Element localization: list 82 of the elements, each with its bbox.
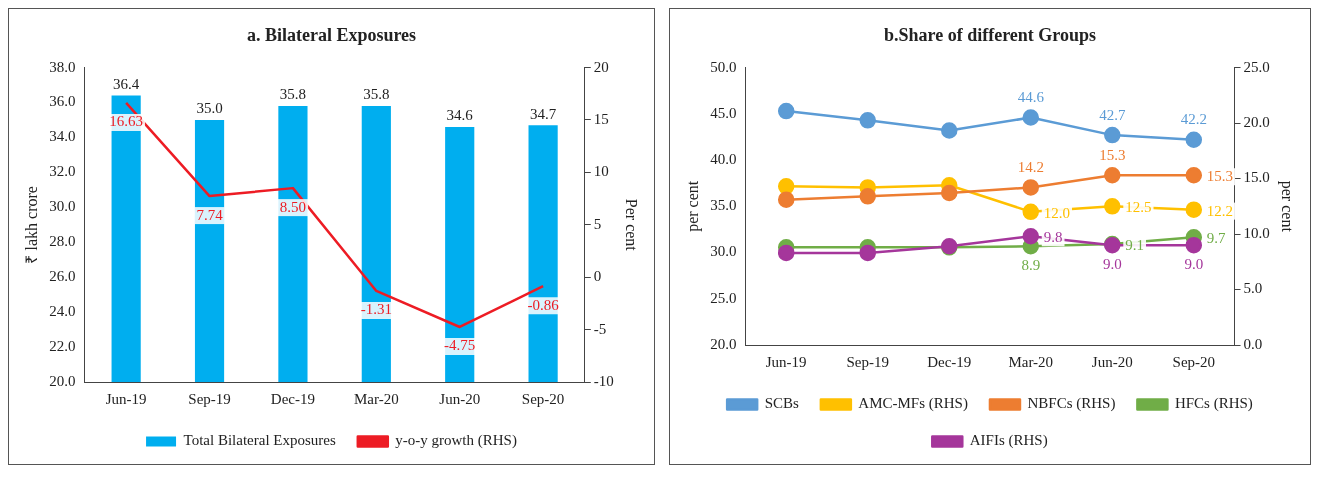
- y-tick-label: 25.0: [710, 289, 737, 306]
- y2-tick-label: 10.0: [1243, 224, 1270, 241]
- data-label: 8.9: [1021, 256, 1041, 273]
- y-tick-label: 26.0: [49, 268, 76, 285]
- y-tick-label: 20.0: [710, 335, 737, 352]
- data-label: 35.0: [196, 100, 223, 117]
- data-label: 36.4: [113, 75, 140, 92]
- y-tick-label: 30.0: [49, 198, 76, 215]
- y-tick-label: 28.0: [49, 233, 76, 250]
- x-tick-label: Sep-20: [521, 390, 565, 407]
- legend-label: Total Bilateral Exposures: [183, 432, 336, 449]
- data-label: 35.8: [363, 86, 390, 103]
- x-tick-label: Jun-19: [105, 390, 147, 407]
- y2-tick-label: 20: [593, 58, 609, 75]
- y-tick-label: 36.0: [49, 93, 76, 110]
- data-label: 34.7: [529, 105, 557, 122]
- data-label: 12.0: [1043, 204, 1071, 221]
- y-axis-title: ₹ lakh crore: [22, 186, 40, 264]
- data-label: -4.75: [444, 337, 476, 354]
- x-tick-label: Dec-19: [927, 353, 972, 370]
- data-label: 15.3: [1099, 146, 1126, 163]
- x-tick-label: Sep-19: [188, 390, 231, 407]
- y-tick-label: 22.0: [49, 338, 76, 354]
- x-tick-label: Mar-20: [1008, 353, 1054, 370]
- y-tick-label: 24.0: [49, 303, 76, 320]
- y2-tick-label: -10: [593, 372, 614, 389]
- y2-axis-title: per cent: [1278, 180, 1297, 233]
- y2-tick-label: 15: [593, 110, 609, 127]
- data-label: 9.7: [1206, 230, 1227, 247]
- y-axis-title: per cent: [683, 180, 702, 232]
- data-label: 7.74: [196, 206, 224, 223]
- data-label: 9.0: [1184, 255, 1204, 272]
- data-label: -0.86: [527, 296, 560, 313]
- data-label: 15.3: [1206, 168, 1234, 185]
- data-label: 42.2: [1180, 111, 1207, 128]
- y2-tick-label: 5: [593, 215, 602, 232]
- x-tick-label: Jun-20: [1091, 353, 1133, 370]
- y2-tick-label: 0.0: [1243, 335, 1263, 352]
- y2-axis-title: Per cent: [623, 198, 641, 252]
- y2-tick-label: 20.0: [1243, 114, 1270, 131]
- legend-label: HFCs (RHS): [1174, 395, 1253, 413]
- data-label: 12.5: [1125, 199, 1152, 216]
- data-label: 12.2: [1206, 202, 1234, 219]
- data-label: 42.7: [1099, 106, 1126, 123]
- data-label: 9.8: [1043, 229, 1063, 246]
- data-label: 8.50: [279, 198, 307, 215]
- data-label: 34.6: [446, 107, 474, 124]
- chart-title: a. Bilateral Exposures: [246, 25, 417, 46]
- y-tick-label: 50.0: [710, 58, 737, 75]
- x-tick-label: Sep-20: [1172, 353, 1216, 370]
- legend-label: y-o-y growth (RHS): [395, 432, 517, 450]
- data-label: 16.63: [109, 113, 144, 130]
- data-label: -1.31: [360, 301, 392, 318]
- y2-tick-label: -5: [593, 320, 607, 337]
- y-tick-label: 34.0: [49, 128, 76, 145]
- data-label: 14.2: [1017, 158, 1044, 175]
- y-tick-label: 45.0: [710, 104, 737, 121]
- legend-label: NBFCs (RHS): [1027, 395, 1116, 413]
- data-label: 35.8: [279, 86, 307, 103]
- y2-tick-label: 25.0: [1243, 58, 1270, 75]
- y-tick-label: 20.0: [49, 372, 76, 389]
- data-label: 9.1: [1125, 236, 1145, 253]
- data-label: 44.6: [1017, 88, 1045, 105]
- y2-tick-label: 5.0: [1243, 280, 1263, 297]
- chart-title: b.Share of different Groups: [883, 25, 1097, 46]
- y2-tick-label: 0: [593, 268, 602, 285]
- x-tick-label: Mar-20: [353, 390, 399, 407]
- y2-tick-label: 15.0: [1243, 169, 1270, 186]
- legend-label: AMC-MFs (RHS): [858, 395, 968, 413]
- y2-tick-label: 10: [593, 163, 609, 180]
- y-tick-label: 32.0: [49, 163, 76, 180]
- legend-label: AIFIs (RHS): [969, 432, 1048, 450]
- y-tick-label: 40.0: [710, 151, 737, 167]
- x-tick-label: Sep-19: [846, 353, 889, 370]
- x-tick-label: Dec-19: [270, 390, 316, 407]
- y-tick-label: 35.0: [710, 197, 737, 214]
- x-tick-label: Jun-19: [765, 353, 807, 370]
- y-tick-label: 30.0: [710, 243, 737, 260]
- data-label: 9.0: [1102, 255, 1122, 272]
- x-tick-label: Jun-20: [439, 390, 481, 407]
- y-tick-label: 38.0: [49, 58, 76, 75]
- legend-label: SCBs: [764, 395, 800, 412]
